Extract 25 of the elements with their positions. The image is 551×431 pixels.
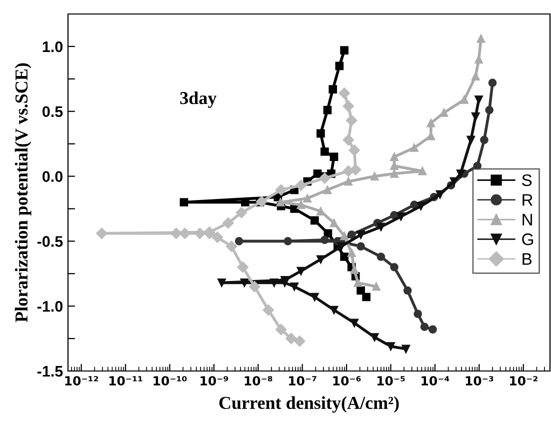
y-tick-label: 0.0: [42, 171, 63, 182]
y-tick-label: 0.5: [42, 106, 63, 118]
x-tick-label: 10⁻⁶: [333, 376, 361, 386]
legend-label: S: [522, 174, 532, 186]
x-tick-label: 10⁻⁸: [244, 376, 272, 386]
x-tick-label: 10⁻⁴: [422, 376, 450, 386]
legend-label: N: [522, 214, 532, 226]
annotation: 3day: [180, 91, 217, 108]
y-tick-label: -1.5: [37, 366, 63, 377]
y-tick-label: 1.0: [42, 41, 63, 52]
x-tick-label: 10⁻³: [466, 376, 494, 386]
x-tick-label: 10⁻²: [510, 376, 538, 386]
x-tick-label: 10⁻¹⁰: [154, 376, 187, 386]
x-tick-label: 10⁻⁹: [200, 376, 228, 386]
x-tick-label: 10⁻⁵: [377, 376, 405, 386]
legend-label: G: [522, 233, 534, 246]
y-tick-label: -1.0: [37, 300, 63, 312]
legend-label: B: [522, 253, 532, 265]
x-tick-label: 10⁻⁷: [289, 376, 316, 386]
x-tick-label: 10⁻¹¹: [109, 376, 142, 386]
y-axis-title: Plorarization potential(V vs.SCE): [14, 63, 32, 322]
y-tick-label: -0.5: [37, 236, 63, 247]
x-tick-label: 10⁻¹²: [65, 376, 98, 386]
legend-label: R: [522, 194, 533, 206]
x-axis-title: Current density(A/cm²): [219, 396, 399, 413]
